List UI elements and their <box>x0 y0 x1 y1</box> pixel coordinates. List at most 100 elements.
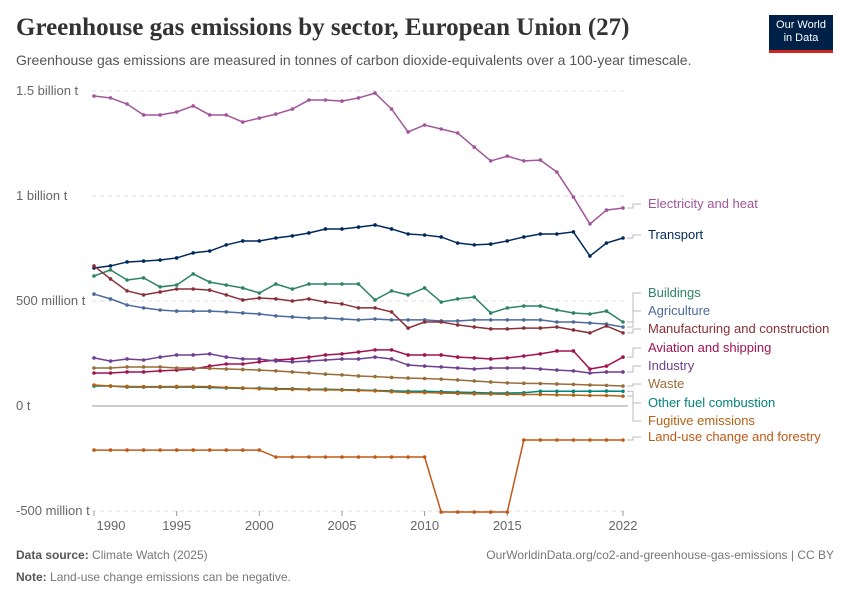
data-point <box>323 455 328 459</box>
data-point <box>406 232 410 236</box>
data-point <box>522 304 526 308</box>
data-point <box>538 232 543 236</box>
data-point <box>290 287 295 291</box>
data-point <box>571 230 576 234</box>
data-point <box>505 154 510 158</box>
data-point <box>522 438 526 442</box>
data-point <box>240 357 245 361</box>
data-point <box>323 372 328 376</box>
data-point <box>571 369 576 373</box>
data-point <box>224 293 229 297</box>
data-point <box>174 283 179 287</box>
data-point <box>92 383 96 387</box>
data-point <box>323 316 328 320</box>
data-point <box>505 356 510 360</box>
data-point <box>406 390 410 395</box>
series-line-4 <box>93 265 624 334</box>
data-point <box>307 98 311 102</box>
data-point <box>538 304 543 308</box>
data-point <box>323 300 328 304</box>
data-point <box>621 389 625 394</box>
data-point <box>158 384 162 389</box>
data-point <box>588 222 592 226</box>
data-point <box>406 293 410 297</box>
data-point <box>555 232 559 236</box>
data-point <box>472 145 477 149</box>
data-point <box>356 96 361 100</box>
data-point <box>373 306 377 310</box>
data-point <box>340 317 344 321</box>
data-point <box>373 317 377 321</box>
data-point <box>141 448 146 452</box>
data-point <box>472 356 477 360</box>
series-label: Transport <box>648 227 704 242</box>
data-point <box>488 392 493 396</box>
source-text[interactable]: Climate Watch (2025) <box>92 548 208 562</box>
data-point <box>406 455 410 459</box>
data-point <box>323 282 328 286</box>
data-point <box>621 370 625 374</box>
data-point <box>604 309 609 313</box>
data-point <box>522 392 526 397</box>
data-point <box>389 375 394 380</box>
data-point <box>141 365 146 369</box>
data-point <box>207 448 212 452</box>
data-point <box>604 438 609 442</box>
data-point <box>323 353 328 357</box>
data-point <box>522 326 526 330</box>
data-point <box>307 371 311 375</box>
data-point <box>141 358 146 362</box>
data-point <box>373 455 377 459</box>
data-point <box>125 260 129 264</box>
data-point <box>439 391 443 395</box>
data-point <box>571 349 576 353</box>
data-point <box>356 374 361 378</box>
chart-subtitle: Greenhouse gas emissions are measured in… <box>16 52 692 68</box>
data-point <box>571 438 576 442</box>
data-point <box>389 227 394 231</box>
data-point <box>555 170 559 174</box>
data-point <box>488 380 493 384</box>
data-point <box>621 206 625 210</box>
x-tick-label: 1990 <box>97 518 126 533</box>
data-point <box>604 241 609 245</box>
label-connector <box>627 292 641 323</box>
data-point <box>571 328 576 332</box>
owid-logo[interactable]: Our World in Data <box>769 15 833 53</box>
data-point <box>174 353 179 357</box>
data-point <box>472 325 477 329</box>
data-point <box>505 306 510 310</box>
data-point <box>191 448 195 452</box>
data-point <box>488 311 493 315</box>
data-point <box>125 278 129 282</box>
data-point <box>340 455 344 459</box>
data-point <box>224 113 229 117</box>
label-connector <box>627 395 641 422</box>
data-point <box>373 223 377 227</box>
label-connector <box>627 203 641 209</box>
data-point <box>455 241 460 245</box>
data-point <box>108 264 113 268</box>
data-point <box>174 448 179 452</box>
data-point <box>257 368 262 372</box>
data-point <box>92 366 96 370</box>
data-point <box>191 251 195 255</box>
series-line-0 <box>93 92 624 226</box>
data-point <box>323 98 328 102</box>
data-point <box>389 318 394 322</box>
data-point <box>522 354 526 358</box>
footer-url[interactable]: OurWorldinData.org/co2-and-greenhouse-ga… <box>486 548 834 562</box>
data-point <box>505 366 510 370</box>
data-point <box>588 367 592 371</box>
data-point <box>340 357 344 361</box>
source-label: Data source: <box>16 548 89 562</box>
data-point <box>472 367 477 371</box>
data-point <box>439 300 443 304</box>
data-point <box>240 239 245 243</box>
data-point <box>571 311 576 315</box>
data-point <box>356 282 361 286</box>
data-point <box>141 384 146 389</box>
data-point <box>555 382 559 386</box>
data-point <box>356 357 361 361</box>
